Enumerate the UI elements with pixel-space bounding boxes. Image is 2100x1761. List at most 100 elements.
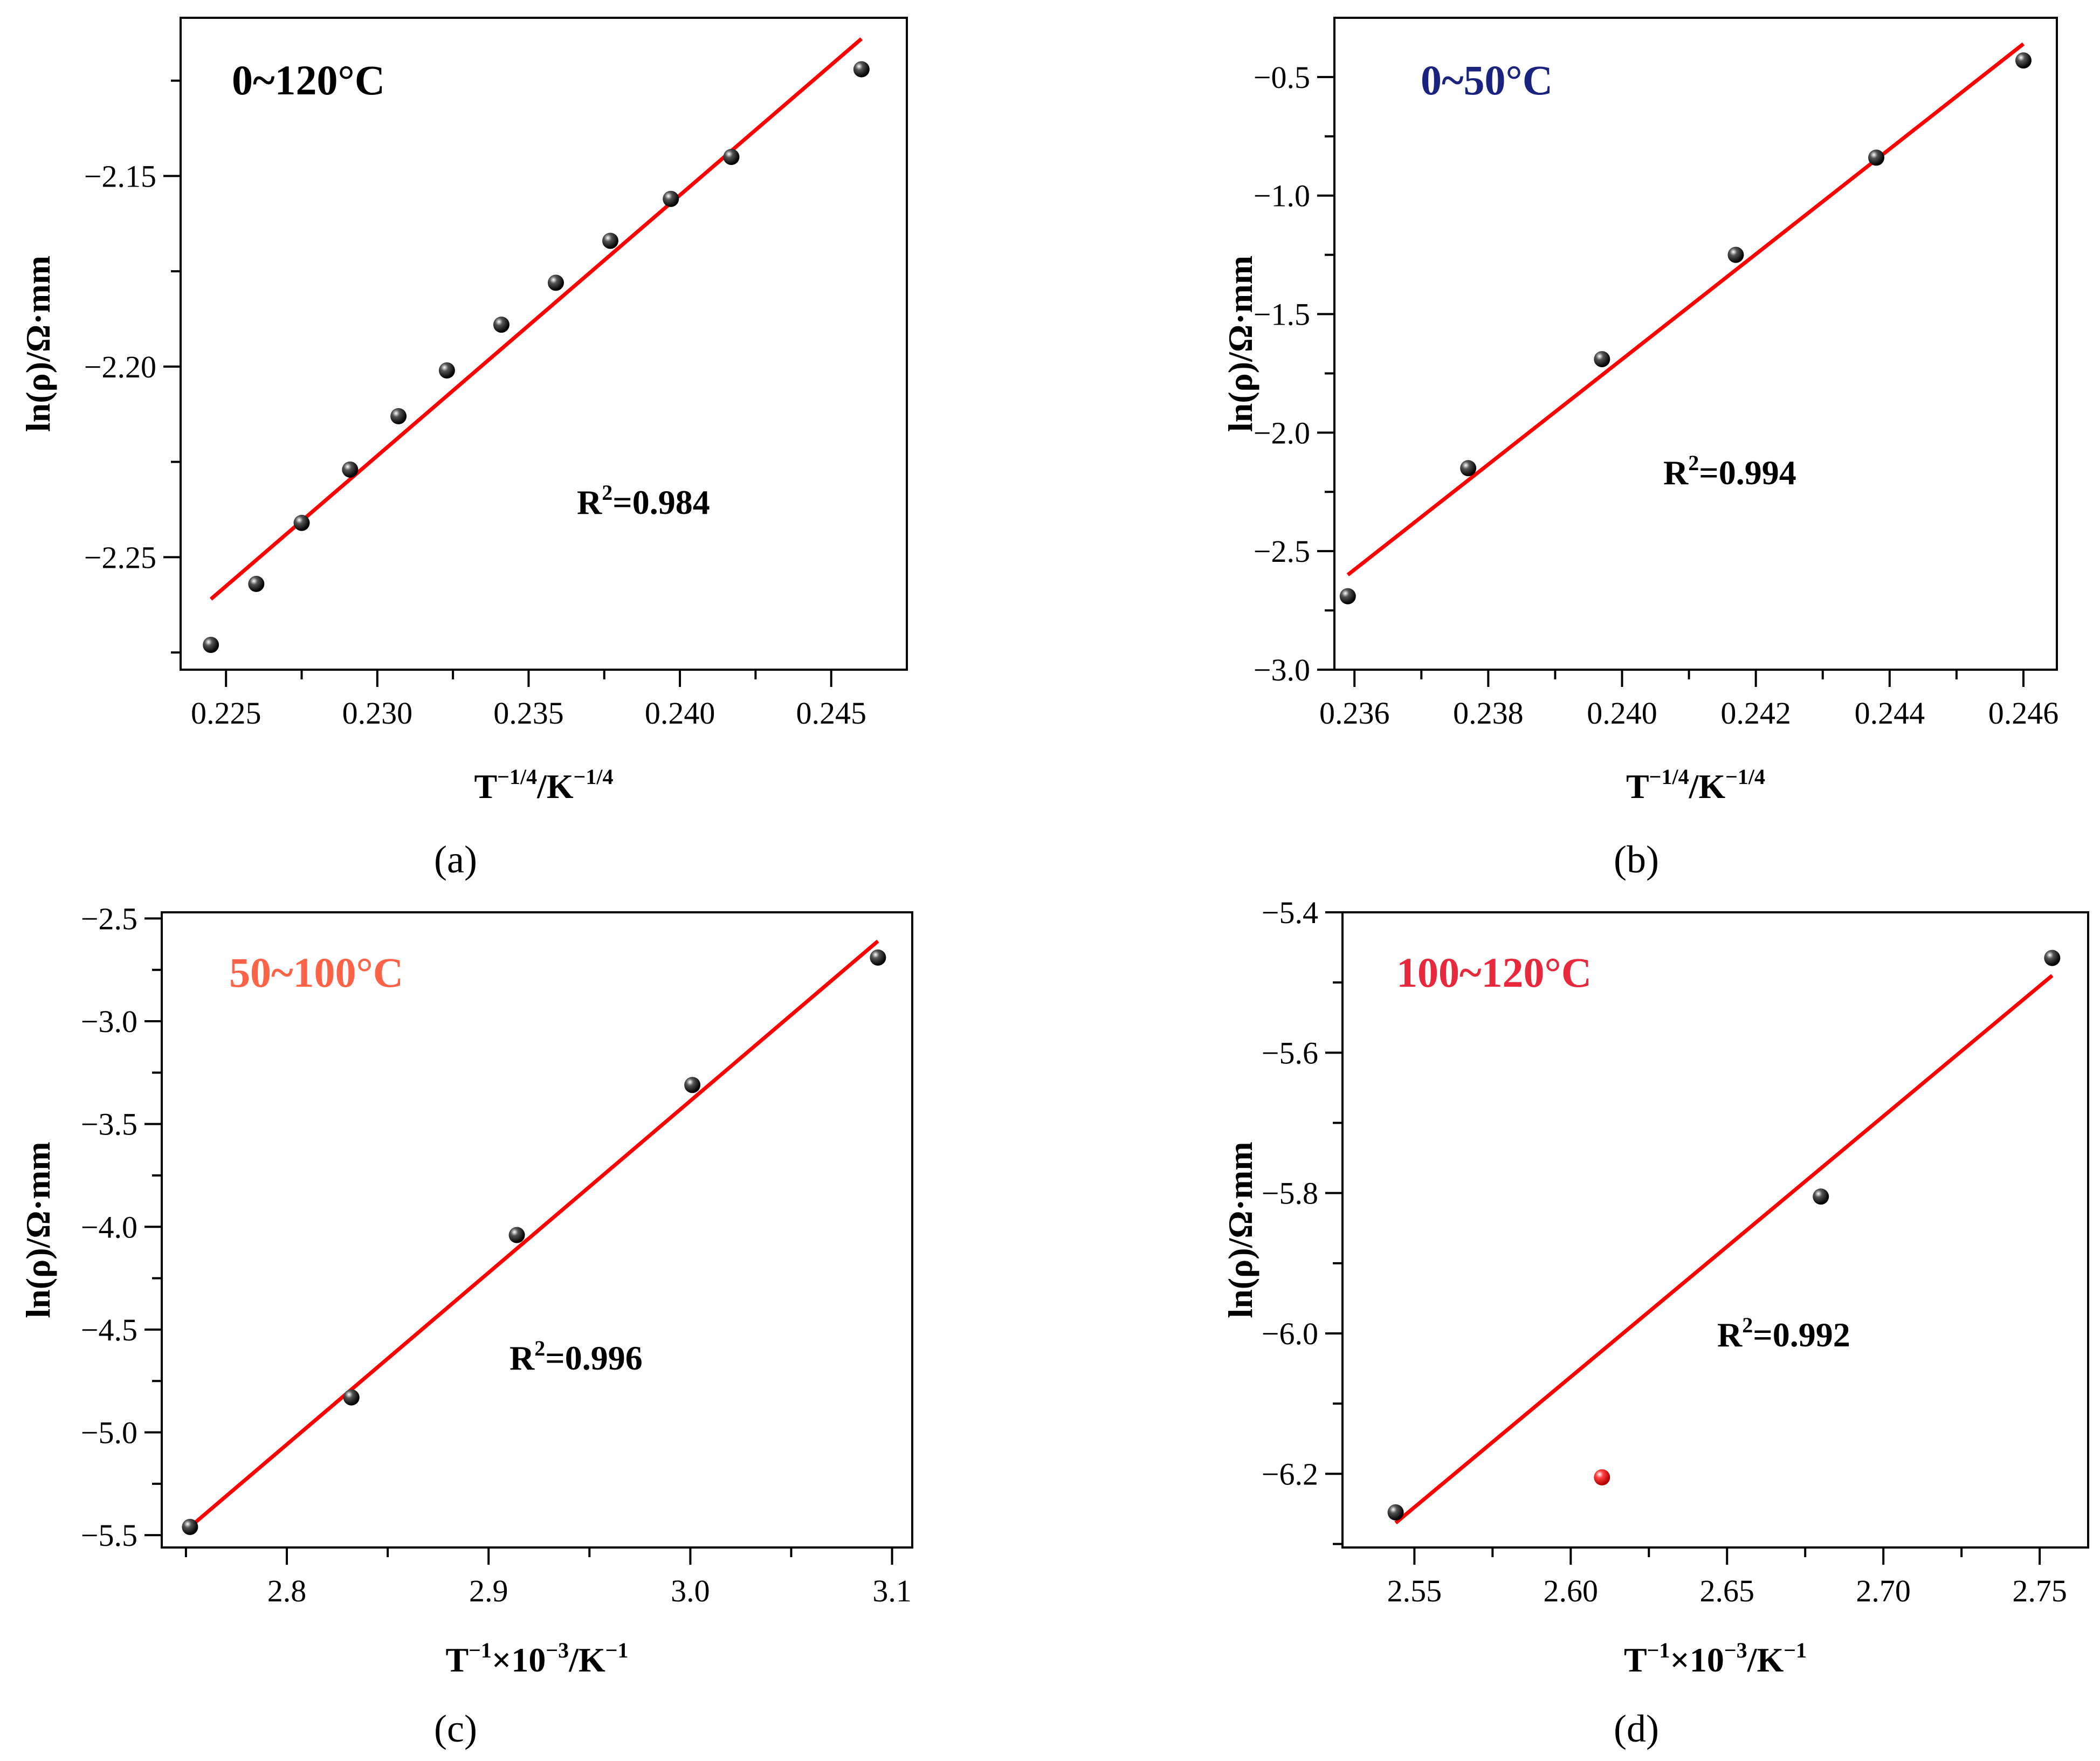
x-tick-label: 2.55 (1387, 1573, 1442, 1608)
data-point-outlier (1594, 1469, 1610, 1485)
panel-caption: (b) (1614, 838, 1659, 881)
x-tick-label: 0.242 (1720, 696, 1791, 731)
x-axis-title: T−1/4/K−1/4 (474, 765, 613, 806)
data-point (1460, 460, 1477, 477)
data-point (1868, 149, 1884, 166)
y-tick-label: −2.0 (1254, 415, 1310, 450)
x-tick-label: 2.75 (2012, 1573, 2067, 1608)
plot-frame (180, 17, 908, 671)
data-point (343, 1389, 360, 1406)
x-tick-label: 0.240 (1587, 696, 1657, 731)
x-tick-label: 0.244 (1855, 696, 1925, 731)
x-tick-label: 2.9 (469, 1573, 508, 1608)
r-squared-label: R2=0.996 (509, 1336, 643, 1377)
data-point (1339, 588, 1356, 604)
y-tick-label: −2.5 (81, 901, 137, 936)
chart-panel-a: 0.225 0.230 0.235 0.240 0.245 −2.25 −2.20 −2.15… (19, 17, 908, 881)
fit-line (1346, 42, 2025, 576)
fit-line (209, 37, 863, 601)
x-tick-label: 2.60 (1544, 1573, 1599, 1608)
panel-title: 50~100°C (229, 949, 403, 996)
data-point (438, 362, 455, 379)
data-point (182, 1518, 198, 1535)
plot-frame (1333, 17, 2058, 671)
y-tick-label: −6.2 (1262, 1456, 1318, 1491)
y-axis-title: ln(ρ)/Ω·mm (19, 256, 57, 432)
panel-caption: (d) (1614, 1707, 1659, 1750)
y-tick-label: −2.5 (1254, 534, 1310, 569)
plot-frame (161, 911, 913, 1549)
y-axis-title: ln(ρ)/Ω·mm (1221, 1141, 1259, 1318)
y-tick-label: −5.0 (81, 1415, 137, 1450)
x-tick-label: 0.246 (1988, 696, 2059, 731)
x-tick-label: 0.240 (645, 696, 715, 731)
x-tick-label: 3.1 (872, 1573, 912, 1608)
data-point (663, 190, 679, 207)
chart-panel-c: 2.8 2.9 3.0 3.1 −5.5 −5.0 −4.5 −4.0 −3.5 −3.0 −2.5… (19, 901, 913, 1750)
x-tick-label: 0.230 (342, 696, 413, 731)
panel-title: 0~120°C (232, 57, 385, 104)
data-point (853, 61, 870, 78)
y-tick-label: −2.20 (84, 349, 156, 384)
data-point (293, 514, 310, 531)
panel-caption: (c) (434, 1707, 477, 1750)
x-tick-label: 0.225 (191, 696, 261, 731)
data-point (390, 408, 407, 424)
panel-caption: (a) (434, 838, 477, 881)
x-tick-label: 0.235 (493, 696, 564, 731)
x-axis-title: T−1×10−3/K−1 (1624, 1638, 1807, 1679)
data-point (342, 461, 359, 478)
x-tick-label: 2.70 (1856, 1573, 1911, 1608)
y-tick-label: −1.0 (1254, 178, 1310, 214)
y-tick-label: −3.5 (81, 1107, 137, 1142)
y-tick-label: −6.0 (1262, 1316, 1318, 1351)
chart-panel-d: 2.55 2.60 2.65 2.70 2.75 −6.2 −6.0 −5.8 −5.6 −5.4… (1221, 895, 2089, 1750)
y-tick-label: −3.0 (81, 1004, 137, 1039)
r-squared-label: R2=0.994 (1663, 451, 1796, 492)
data-point (1727, 246, 1744, 263)
y-tick-label: −5.6 (1262, 1035, 1318, 1070)
y-tick-label: −2.15 (84, 159, 156, 194)
y-tick-label: −2.25 (84, 540, 156, 575)
data-point (1813, 1188, 1829, 1205)
y-tick-label: −0.5 (1254, 60, 1310, 95)
x-tick-label: 3.0 (671, 1573, 710, 1608)
data-point (493, 317, 509, 333)
x-tick-label: 0.238 (1453, 696, 1524, 731)
y-tick-label: −4.5 (81, 1312, 137, 1347)
data-point (684, 1077, 701, 1093)
x-tick-label: 0.245 (796, 696, 866, 731)
x-tick-label: 0.236 (1319, 696, 1390, 731)
y-tick-label: −4.0 (81, 1209, 137, 1244)
x-axis-title: T−1/4/K−1/4 (1626, 765, 1765, 806)
data-point (248, 575, 265, 592)
fit-line (1394, 974, 2054, 1525)
y-tick-label: −3.0 (1254, 652, 1310, 687)
data-point (602, 232, 618, 249)
x-tick-label: 2.65 (1699, 1573, 1754, 1608)
data-point (2015, 52, 2032, 69)
plot-frame (1341, 911, 2089, 1549)
x-tick-label: 2.8 (267, 1573, 307, 1608)
r-squared-label: R2=0.984 (577, 480, 710, 521)
data-point (870, 949, 886, 966)
data-point (1387, 1504, 1404, 1521)
y-tick-label: −1.5 (1254, 297, 1310, 332)
y-tick-label: −5.5 (81, 1518, 137, 1553)
data-point (547, 274, 564, 291)
chart-panel-b: 0.236 0.238 0.240 0.242 0.244 0.246 −3.0 −2.5 −2… (1221, 17, 2059, 881)
data-point (2044, 950, 2061, 966)
r-squared-label: R2=0.992 (1717, 1313, 1850, 1354)
panel-title: 100~120°C (1396, 949, 1592, 996)
y-tick-label: −5.4 (1262, 895, 1318, 930)
fit-line (189, 939, 879, 1529)
data-point (723, 149, 740, 166)
panel-title: 0~50°C (1421, 57, 1553, 104)
y-axis-title: ln(ρ)/Ω·mm (1221, 256, 1259, 432)
data-point (1594, 351, 1610, 368)
data-point (508, 1227, 525, 1243)
y-tick-label: −5.8 (1262, 1176, 1318, 1211)
data-point (203, 637, 219, 654)
y-axis-title: ln(ρ)/Ω·mm (19, 1141, 57, 1318)
x-axis-title: T−1×10−3/K−1 (445, 1638, 628, 1679)
